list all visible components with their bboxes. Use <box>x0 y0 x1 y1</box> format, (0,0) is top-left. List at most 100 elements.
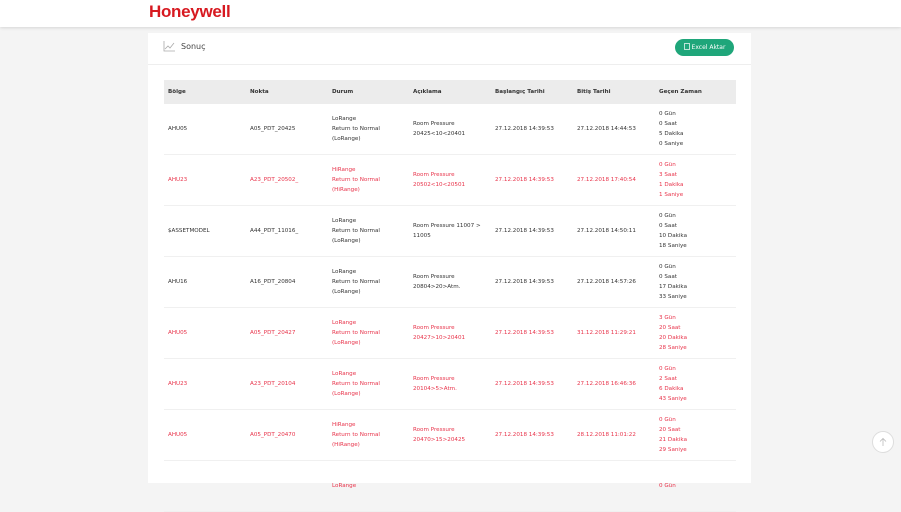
table-cell: 0 Gün <box>659 481 676 491</box>
table-cell: Room Pressure 20502<10<20501 <box>413 170 465 190</box>
table-cell: LoRange <box>332 481 356 491</box>
table-cell: 27.12.2018 14:39:53 <box>495 226 554 236</box>
table-cell: Room Pressure 20104>5>Atm. <box>413 374 457 394</box>
table-row: AHU05 A05_PDT_20470 HiRange Return to Norma… <box>164 410 736 461</box>
cell-text: LoRange <box>332 371 357 377</box>
column-header: Durum <box>332 89 354 95</box>
cell-text: A44_PDT_11016_ <box>250 228 299 234</box>
cell-text: 20804>20>Atm. <box>413 284 461 290</box>
column-header: Nokta <box>250 89 269 95</box>
cell-text: A23_PDT_20502_ <box>250 177 299 183</box>
results-table: Bölge Nokta Durum Açıklama Başlangıç Tarihi B… <box>164 80 736 512</box>
table-cell: 27.12.2018 14:39:53 <box>495 124 554 134</box>
cell-text: 20427>10>20401 <box>413 335 466 341</box>
table-row: AHU23 A23_PDT_20502_ HiRange Return to Norm… <box>164 155 736 206</box>
cell-text: 20 Saat <box>659 427 681 433</box>
cell-text: AHU05 <box>168 126 188 132</box>
cell-text: 20104>5>Atm. <box>413 386 457 392</box>
cell-text: 20502<10<20501 <box>413 182 466 188</box>
column-header: Geçen Zaman <box>659 89 702 95</box>
scroll-top-button[interactable] <box>872 431 894 453</box>
cell-text: A23_PDT_20104 <box>250 381 296 387</box>
table-cell: 0 Gün 0 Saat 17 Dakika 33 Saniye <box>659 262 687 302</box>
cell-text: Room Pressure <box>413 172 455 178</box>
table-row: LoRange 0 Gün <box>164 461 736 512</box>
cell-text: 27.12.2018 14:44:53 <box>577 126 636 132</box>
table-cell: 27.12.2018 14:39:53 <box>495 430 554 440</box>
cell-text: 27.12.2018 16:46:36 <box>577 381 636 387</box>
cell-text: 0 Gün <box>659 213 676 219</box>
cell-text: 0 Gün <box>659 483 676 489</box>
arrow-up-icon <box>879 437 887 446</box>
cell-text: 28 Saniye <box>659 345 687 351</box>
table-cell: 0 Gün 0 Saat 5 Dakika 0 Saniye <box>659 109 683 149</box>
column-header: Bitiş Tarihi <box>577 89 611 95</box>
cell-text: 0 Gün <box>659 162 676 168</box>
logo[interactable]: Honeywell <box>149 2 231 21</box>
cell-text: 27.12.2018 17:40:54 <box>577 177 636 183</box>
page: {"header":{"logo":"Honeywell"}, "card":{… <box>0 0 901 489</box>
table-row: AHU23 A23_PDT_20104 LoRange Return to Norma… <box>164 359 736 410</box>
cell-text: LoRange <box>332 320 357 326</box>
table-cell: Room Pressure 11007 > 11005 <box>413 221 481 241</box>
table-cell: HiRange Return to Normal (HiRange) <box>332 165 380 195</box>
table-cell: AHU05 <box>168 124 187 134</box>
cell-text: 20470>15>20425 <box>413 437 466 443</box>
column-header: Bölge <box>168 89 186 95</box>
table-cell: A23_PDT_20104 <box>250 379 295 389</box>
cell-text: 29 Saniye <box>659 447 687 453</box>
cell-text: 21 Dakika <box>659 437 687 443</box>
cell-text: HiRange <box>332 422 356 428</box>
cell-text: A05_PDT_20427 <box>250 330 296 336</box>
cell-text: 10 Dakika <box>659 233 687 239</box>
cell-text: AHU05 <box>168 330 188 336</box>
table-cell: 27.12.2018 17:40:54 <box>577 175 636 185</box>
cell-text: 27.12.2018 14:39:53 <box>495 432 554 438</box>
table-cell: $ASSETMODEL <box>168 226 210 236</box>
table-cell: 3 Gün 20 Saat 20 Dakika 28 Saniye <box>659 313 687 353</box>
table-cell: Room Pressure 20470>15>20425 <box>413 425 465 445</box>
card-title: Sonuç <box>181 42 206 51</box>
cell-text: 27.12.2018 14:50:11 <box>577 228 636 234</box>
table-cell: Room Pressure 20804>20>Atm. <box>413 272 460 292</box>
cell-text: 27.12.2018 14:39:53 <box>495 330 554 336</box>
table-cell: AHU05 <box>168 328 187 338</box>
table-cell: Room Pressure 20427>10>20401 <box>413 323 465 343</box>
cell-text: 28.12.2018 11:01:22 <box>577 432 636 438</box>
cell-text: AHU16 <box>168 279 188 285</box>
table-cell: 0 Gün 0 Saat 10 Dakika 18 Saniye <box>659 211 687 251</box>
excel-button[interactable]: Excel Aktar <box>675 39 734 56</box>
table-cell: AHU16 <box>168 277 187 287</box>
cell-text: Return to Normal <box>332 279 380 285</box>
table-cell: 27.12.2018 14:57:26 <box>577 277 636 287</box>
cell-text: (LoRange) <box>332 340 361 346</box>
card-header: Sonuç Excel Aktar <box>148 33 751 65</box>
table-cell: LoRange Return to Normal (LoRange) <box>332 318 380 348</box>
cell-text: Room Pressure <box>413 121 455 127</box>
cell-text: Room Pressure <box>413 376 455 382</box>
table-row: AHU16 A16_PDT_20804 LoRange Return to Norma… <box>164 257 736 308</box>
cell-text: 33 Saniye <box>659 294 687 300</box>
column-header: Başlangıç Tarihi <box>495 89 545 95</box>
table-cell: 27.12.2018 14:39:53 <box>495 379 554 389</box>
table-cell: 27.12.2018 14:50:11 <box>577 226 636 236</box>
table-row: $ASSETMODEL A44_PDT_11016_ LoRange Return t… <box>164 206 736 257</box>
cell-text: Return to Normal <box>332 177 380 183</box>
table-row: AHU05 A05_PDT_20427 LoRange Return to Norma… <box>164 308 736 359</box>
chart-icon <box>163 41 175 52</box>
cell-text: 27.12.2018 14:39:53 <box>495 228 554 234</box>
cell-text: 31.12.2018 11:29:21 <box>577 330 636 336</box>
table-cell: LoRange Return to Normal (LoRange) <box>332 216 380 246</box>
table-cell: A44_PDT_11016_ <box>250 226 298 236</box>
table-cell: 0 Gün 2 Saat 6 Dakika 43 Saniye <box>659 364 687 404</box>
table-cell: Room Pressure 20425<10<20401 <box>413 119 465 139</box>
table-cell: 27.12.2018 14:39:53 <box>495 277 554 287</box>
cell-text: 1 Saniye <box>659 192 684 198</box>
cell-text: LoRange <box>332 116 357 122</box>
cell-text: (LoRange) <box>332 391 361 397</box>
table-cell: LoRange Return to Normal (LoRange) <box>332 267 380 297</box>
table-cell: AHU05 <box>168 430 187 440</box>
cell-text: (HiRange) <box>332 187 360 193</box>
excel-button-label: Excel Aktar <box>691 44 726 51</box>
cell-text: 5 Dakika <box>659 131 684 137</box>
